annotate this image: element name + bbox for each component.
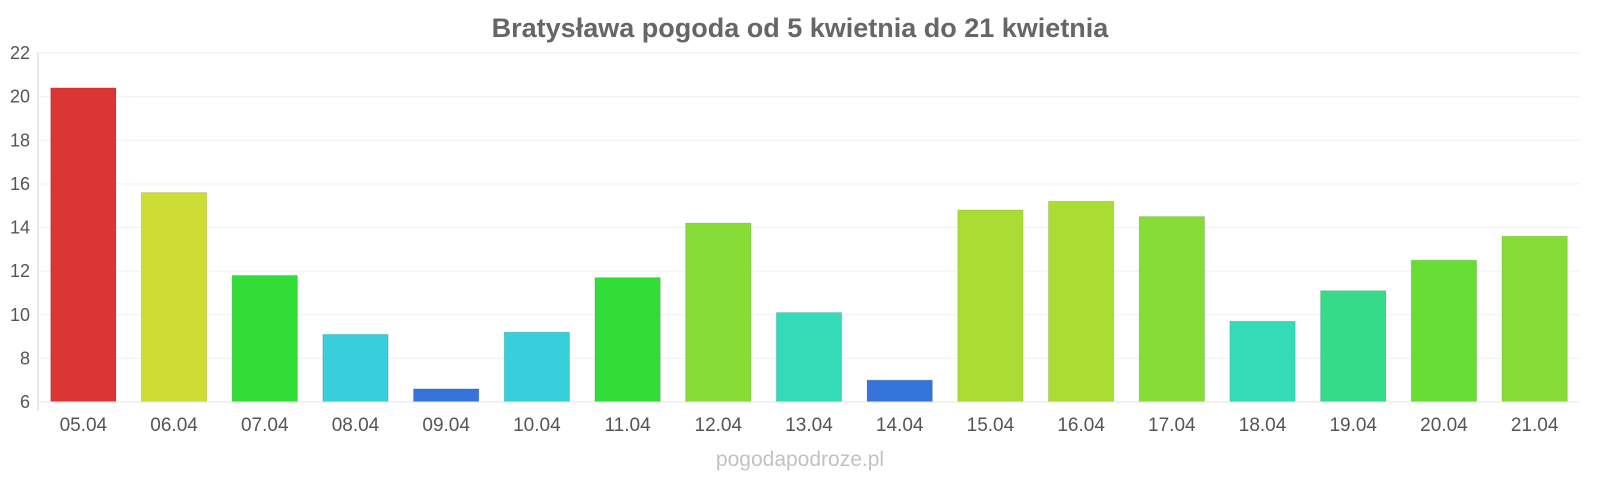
bar — [140, 192, 208, 403]
bar — [1320, 290, 1387, 403]
x-tick-label: 16.04 — [1057, 415, 1105, 436]
bar — [957, 209, 1024, 403]
x-tick-label: 20.04 — [1420, 415, 1468, 436]
bar — [594, 277, 661, 403]
y-tick-label: 22 — [10, 43, 30, 63]
x-tick-label: 21.04 — [1511, 415, 1559, 436]
x-tick-label: 13.04 — [785, 415, 833, 436]
watermark: pogodapodroze.pl — [716, 448, 884, 471]
axes — [37, 53, 1580, 411]
x-tick-label: 12.04 — [695, 415, 743, 436]
bar — [50, 87, 117, 403]
x-tick-label: 07.04 — [241, 415, 289, 436]
y-tick-label: 14 — [10, 218, 30, 238]
bar — [322, 333, 389, 403]
y-tick-label: 20 — [10, 87, 30, 107]
y-tick-label: 12 — [10, 261, 30, 281]
bar — [1229, 320, 1296, 403]
y-axis-ticks: 6 8 10 12 14 16 18 20 22 — [10, 43, 30, 412]
bar — [413, 388, 480, 403]
x-tick-label: 11.04 — [605, 415, 652, 436]
x-tick-label: 17.04 — [1148, 415, 1196, 436]
bars — [50, 87, 1568, 403]
x-tick-label: 06.04 — [150, 415, 198, 436]
bar — [1047, 200, 1115, 403]
x-tick-label: 15.04 — [967, 415, 1015, 436]
y-tick-label: 8 — [20, 348, 30, 368]
bar — [685, 222, 752, 403]
x-tick-label: 09.04 — [422, 415, 470, 436]
y-tick-label: 6 — [20, 392, 30, 412]
x-tick-label: 08.04 — [332, 415, 380, 436]
chart-title: Bratysława pogoda od 5 kwietnia do 21 kw… — [492, 13, 1110, 43]
bar — [231, 274, 298, 403]
x-tick-label: 05.04 — [60, 415, 108, 436]
x-axis-ticks: 05.04 06.04 07.04 08.04 09.04 10.04 11.04 12.04… — [60, 415, 1559, 436]
x-tick-label: 18.04 — [1239, 415, 1287, 436]
y-tick-label: 16 — [10, 174, 30, 194]
y-tick-label: 18 — [10, 130, 30, 150]
x-tick-label: 14.04 — [876, 415, 924, 436]
bar — [866, 379, 933, 403]
bar — [1138, 216, 1205, 403]
bar — [503, 331, 571, 403]
x-tick-label: 10.04 — [513, 415, 561, 436]
bar — [775, 312, 843, 403]
y-tick-label: 10 — [10, 305, 30, 325]
bar — [1501, 235, 1568, 403]
x-tick-label: 19.04 — [1329, 415, 1377, 436]
bar — [1410, 259, 1478, 403]
